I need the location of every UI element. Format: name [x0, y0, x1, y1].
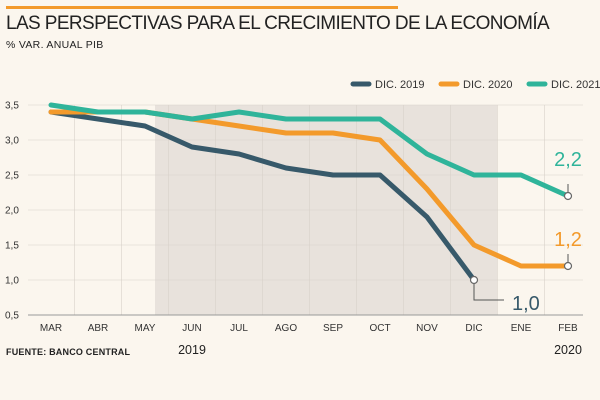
x-tick-label: SEP [323, 323, 343, 334]
end-point-marker [469, 275, 479, 285]
x-tick-label: ENE [511, 323, 532, 334]
chart-title: LAS PERSPECTIVAS PARA EL CRECIMIENTO DE … [6, 13, 550, 34]
y-tick-label: 1,5 [5, 241, 19, 252]
y-tick-label: 2,0 [5, 206, 19, 217]
x-tick-label: ABR [88, 323, 109, 334]
series-line [48, 102, 571, 199]
year-label: 2019 [178, 343, 206, 357]
x-tick-label: MAR [40, 323, 62, 334]
x-tick-label: MAY [135, 323, 156, 334]
x-tick-label: FEB [558, 323, 578, 334]
y-tick-label: 2,5 [5, 171, 19, 182]
year-label: 2020 [554, 343, 582, 357]
x-tick-label: AGO [275, 323, 297, 334]
end-value-label: 1,2 [554, 229, 582, 251]
header-accent-bar [6, 6, 398, 9]
callout-connector [473, 280, 504, 301]
y-tick-label: 0,5 [5, 311, 19, 322]
series-line [48, 109, 477, 283]
x-tick-label: JUL [230, 323, 248, 334]
end-point-marker [563, 191, 573, 201]
x-tick-label: JUN [182, 323, 201, 334]
legend-label: DIC. 2019 [375, 79, 425, 91]
end-value-label: 2,2 [554, 149, 582, 171]
end-point-marker [563, 261, 573, 271]
y-tick-label: 3,5 [5, 101, 19, 112]
end-value-label: 1,0 [512, 293, 540, 315]
y-tick-label: 3,0 [5, 136, 19, 147]
x-tick-label: DIC [465, 323, 482, 334]
y-tick-label: 1,0 [5, 276, 19, 287]
x-tick-label: NOV [416, 323, 438, 334]
legend-label: DIC. 2020 [463, 79, 513, 91]
x-tick-label: OCT [369, 323, 390, 334]
chart-subtitle: % VAR. ANUAL PIB [6, 39, 104, 51]
source-note: FUENTE: BANCO CENTRAL [6, 347, 131, 357]
legend-label: DIC. 2021 [551, 79, 600, 91]
